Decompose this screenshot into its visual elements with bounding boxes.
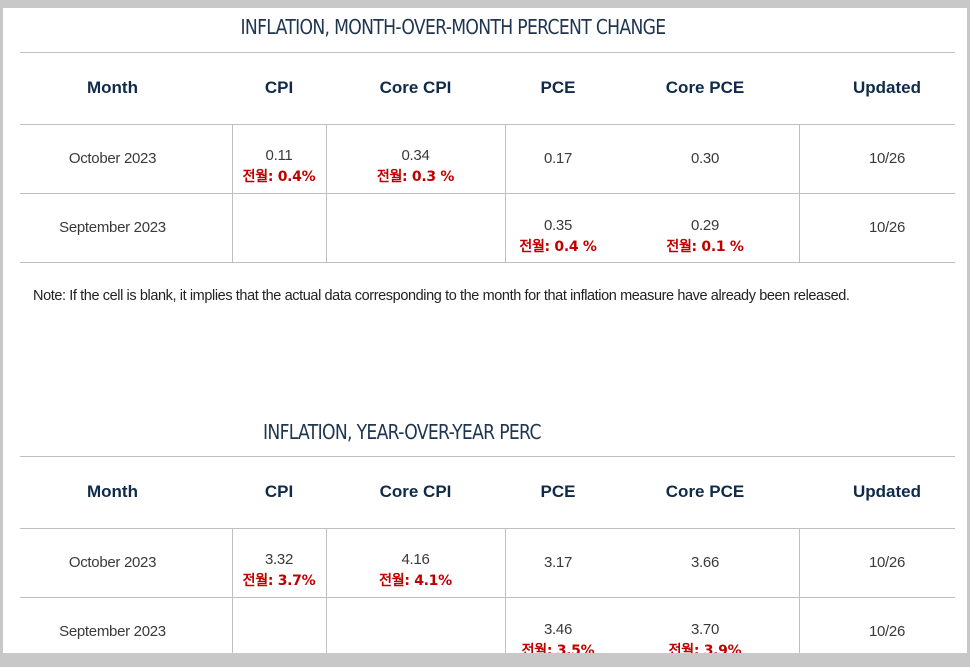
core-pce-cell: 3.66 [691, 554, 719, 571]
table-row-month: September 2023 [59, 219, 166, 236]
updated-cell: 10/26 [868, 150, 906, 167]
cpi-cell: 0.11 전월: 0.4% [232, 124, 326, 193]
core-pce-value: 0.29 [691, 217, 719, 234]
header-core-cpi: Core CPI [379, 78, 452, 97]
core-cpi-value: 4.16 [401, 551, 430, 568]
cpi-cell: 3.32 전월: 3.7% [232, 528, 326, 597]
core-pce-cell: 0.29 전월: 0.1 % [611, 193, 799, 262]
header-core-cpi: Core CPI [379, 482, 452, 501]
header-core-pce: Core PCE [665, 482, 745, 501]
core-cpi-value: 0.34 [401, 147, 430, 164]
header-updated: Updated [853, 78, 921, 97]
core-pce-cell: 3.70 전월: 3.9% [611, 597, 799, 653]
cpi-annotation: 전월: 3.7% [242, 573, 316, 589]
pce-cell: 3.17 [544, 554, 572, 571]
yoy-table: Month CPI Core CPI PCE Core PCE Updated … [20, 456, 955, 653]
inflation-panel: INFLATION, MONTH-OVER-MONTH PERCENT CHAN… [3, 8, 967, 653]
updated-cell: 10/26 [868, 623, 906, 640]
table-row-month: October 2023 [68, 554, 157, 571]
yoy-table-title: INFLATION, YEAR-OVER-YEAR PERC [263, 420, 541, 444]
updated-cell: 10/26 [868, 219, 906, 236]
table-row-month: October 2023 [68, 150, 157, 167]
core-pce-cell: 0.30 [691, 150, 719, 167]
pce-value: 3.46 [544, 621, 572, 638]
mom-table-title: INFLATION, MONTH-OVER-MONTH PERCENT CHAN… [240, 15, 667, 39]
core-pce-annotation: 전월: 3.9% [668, 643, 742, 653]
header-updated: Updated [853, 482, 921, 501]
core-cpi-annotation: 전월: 0.3 % [376, 169, 455, 185]
core-cpi-cell: 0.34 전월: 0.3 % [326, 124, 505, 193]
header-pce: PCE [540, 482, 576, 501]
yoy-table-title-clip: INFLATION, YEAR-OVER-YEAR PERC [263, 420, 563, 448]
cpi-value: 3.32 [265, 551, 293, 568]
header-month: Month [87, 482, 138, 501]
table-row-month: September 2023 [59, 623, 166, 640]
pce-cell: 0.35 전월: 0.4 % [505, 193, 611, 262]
header-core-pce: Core PCE [665, 78, 745, 97]
pce-value: 0.35 [544, 217, 572, 234]
mom-table: Month CPI Core CPI PCE Core PCE Updated … [20, 52, 955, 263]
pce-cell: 3.46 전월: 3.5% [505, 597, 611, 653]
cpi-annotation: 전월: 0.4% [242, 169, 316, 185]
updated-cell: 10/26 [868, 554, 906, 571]
pce-annotation: 전월: 3.5% [521, 643, 595, 653]
header-cpi: CPI [264, 78, 294, 97]
blank-cell-footnote: Note: If the cell is blank, it implies t… [33, 288, 850, 304]
core-pce-value: 3.70 [691, 621, 719, 638]
core-cpi-cell: 4.16 전월: 4.1% [326, 528, 505, 597]
header-cpi: CPI [264, 482, 294, 501]
header-month: Month [87, 78, 138, 97]
pce-annotation: 전월: 0.4 % [519, 239, 597, 255]
cpi-value: 0.11 [265, 147, 293, 164]
pce-cell: 0.17 [544, 150, 572, 167]
core-pce-annotation: 전월: 0.1 % [666, 239, 744, 255]
header-pce: PCE [540, 78, 576, 97]
core-cpi-annotation: 전월: 4.1% [379, 573, 452, 589]
